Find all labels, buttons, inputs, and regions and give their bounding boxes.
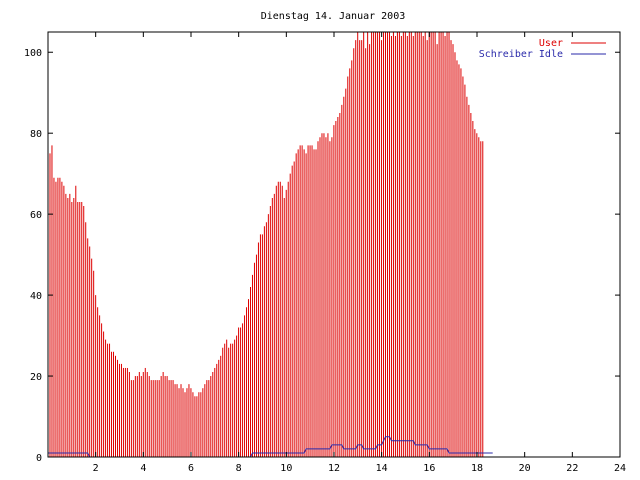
x-tick-label: 10 xyxy=(280,463,292,474)
x-tick-label: 20 xyxy=(519,463,531,474)
x-tick-label: 16 xyxy=(423,463,435,474)
y-tick-label: 40 xyxy=(30,291,42,302)
x-tick-label: 6 xyxy=(188,463,194,474)
x-tick-label: 12 xyxy=(328,463,340,474)
x-tick-label: 22 xyxy=(566,463,578,474)
user-bars xyxy=(47,32,484,457)
x-tick-label: 2 xyxy=(93,463,99,474)
x-tick-label: 18 xyxy=(471,463,483,474)
y-tick-label: 60 xyxy=(30,210,42,221)
legend-label: Schreiber Idle xyxy=(479,49,563,60)
y-tick-label: 0 xyxy=(36,453,42,464)
y-tick-label: 20 xyxy=(30,372,42,383)
x-tick-label: 8 xyxy=(236,463,242,474)
x-tick-label: 24 xyxy=(614,463,626,474)
y-tick-label: 100 xyxy=(24,48,42,59)
legend-label: User xyxy=(539,38,563,49)
chart-title: Dienstag 14. Januar 2003 xyxy=(261,11,406,22)
x-tick-label: 14 xyxy=(376,463,388,474)
x-tick-label: 4 xyxy=(140,463,146,474)
y-tick-label: 80 xyxy=(30,129,42,140)
